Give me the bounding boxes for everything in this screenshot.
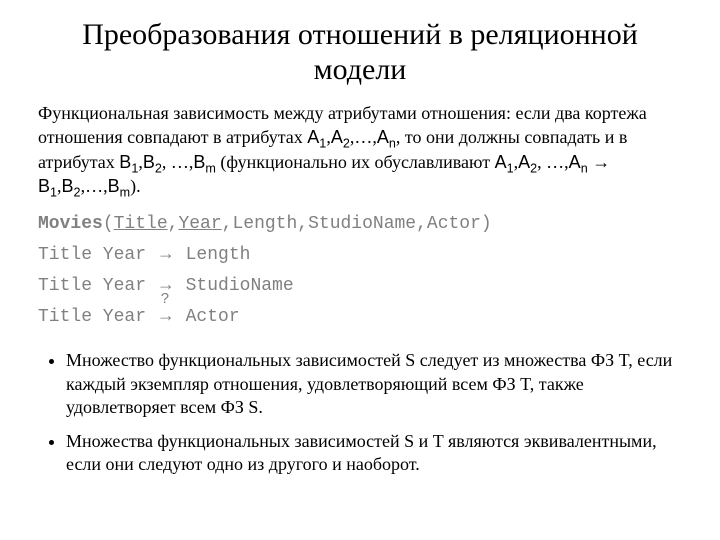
arrow-icon-1: → bbox=[157, 243, 175, 263]
sub-B1b: 1 bbox=[50, 185, 57, 199]
sym-An: А bbox=[377, 127, 389, 147]
key-year: Year bbox=[178, 214, 221, 234]
sym-B2b: B bbox=[62, 176, 74, 196]
sym-A2b: А bbox=[518, 152, 530, 172]
para-mid2: (функционально их обуславливают bbox=[216, 152, 495, 172]
bullet-list: Множество функциональных зависимостей S … bbox=[38, 349, 682, 476]
slide-title: Преобразования отношений в реляционной м… bbox=[38, 18, 682, 87]
question-arrow: ?→ bbox=[157, 301, 175, 332]
sym-B1: B bbox=[119, 152, 131, 172]
sym-A1b: А bbox=[495, 152, 507, 172]
code-block: Movies(Title,Year,Length,StudioName,Acto… bbox=[38, 210, 682, 331]
fd1-lhs: Title Year bbox=[38, 245, 157, 265]
relation-line: Movies(Title,Year,Length,StudioName,Acto… bbox=[38, 210, 682, 239]
arrow-icon: → bbox=[592, 152, 610, 172]
question-mark: ? bbox=[161, 288, 170, 312]
sub-A1b: 1 bbox=[507, 161, 514, 175]
ellipsis4: … bbox=[85, 176, 103, 196]
sym-B2: B bbox=[143, 152, 155, 172]
fd1-rhs: Length bbox=[175, 245, 251, 265]
fd3-rhs: Actor bbox=[175, 307, 240, 327]
fd-line-3: Title Year ?→ Actor bbox=[38, 301, 682, 332]
list-item: Множества функциональных зависимостей S … bbox=[66, 430, 682, 477]
comma-k: , bbox=[168, 214, 179, 234]
fd-line-1: Title Year → Length bbox=[38, 239, 682, 270]
ellipsis1: … bbox=[354, 127, 372, 147]
sub-A2: 2 bbox=[343, 137, 350, 151]
fd3-lhs: Title Year bbox=[38, 307, 157, 327]
sym-B1b: B bbox=[38, 176, 50, 196]
fd-definition-paragraph: Функциональная зависимость между атрибут… bbox=[38, 101, 682, 198]
para-end: ). bbox=[130, 176, 141, 196]
ellipsis3: … bbox=[546, 152, 564, 172]
sym-A2: А bbox=[331, 127, 343, 147]
fd2-lhs: Title Year bbox=[38, 276, 157, 296]
sub-B2: 2 bbox=[155, 161, 162, 175]
comma5: , bbox=[162, 152, 167, 172]
sym-Bmb: B bbox=[108, 176, 120, 196]
lparen: ( bbox=[103, 214, 114, 234]
sym-Bm: B bbox=[193, 152, 205, 172]
list-item: Множество функциональных зависимостей S … bbox=[66, 349, 682, 419]
sub-B2b: 2 bbox=[74, 185, 81, 199]
fd2-rhs: StudioName bbox=[175, 276, 294, 296]
sub-Bm: m bbox=[205, 161, 216, 175]
ellipsis2: … bbox=[171, 152, 189, 172]
sub-Anb: n bbox=[581, 161, 588, 175]
attrs-rest: ,Length,StudioName,Actor) bbox=[222, 214, 492, 234]
key-title: Title bbox=[114, 214, 168, 234]
sym-A1: А bbox=[307, 127, 319, 147]
comma8: , bbox=[537, 152, 542, 172]
sub-An: n bbox=[389, 137, 396, 151]
relation-name: Movies bbox=[38, 214, 103, 234]
fd-line-2: Title Year → StudioName bbox=[38, 270, 682, 301]
sub-Bmb: m bbox=[120, 185, 131, 199]
sym-Anb: А bbox=[569, 152, 581, 172]
